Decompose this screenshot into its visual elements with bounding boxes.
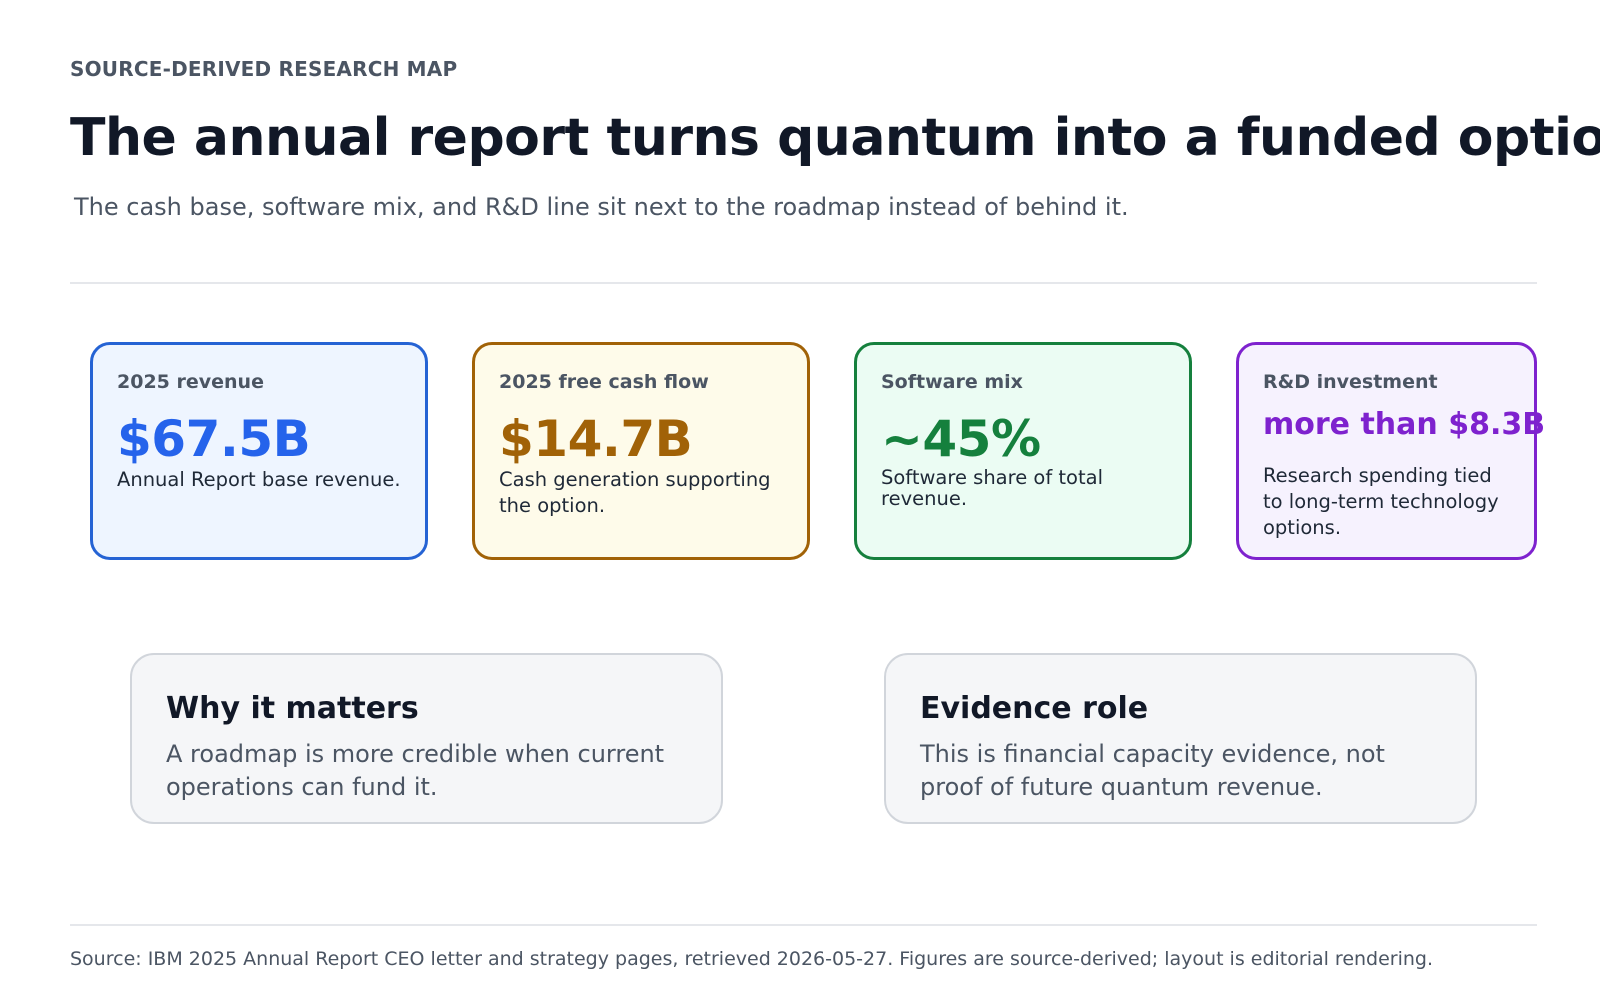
note-body: A roadmap is more credible when current … <box>166 740 665 801</box>
metric-description: Research spending tied to long-term tech… <box>1263 464 1499 539</box>
metric-label: 2025 free cash flow <box>499 371 709 393</box>
metric-card-software-mix: Software mix ~45% Software share of tota… <box>854 342 1192 560</box>
eyebrow-label: SOURCE-DERIVED RESEARCH MAP <box>70 57 458 81</box>
metric-value: more than $8.3B <box>1263 407 1546 442</box>
note-title: Evidence role <box>920 691 1149 726</box>
page-subtitle: The cash base, software mix, and R&D lin… <box>74 193 1129 221</box>
metric-value: ~45% <box>881 410 1041 468</box>
page-title: The annual report turns quantum into a f… <box>70 108 1600 168</box>
note-card-why-it-matters: Why it matters A roadmap is more credibl… <box>130 653 723 824</box>
top-divider <box>70 282 1537 284</box>
metric-label: Software mix <box>881 371 1023 393</box>
metric-label: 2025 revenue <box>117 371 264 393</box>
note-card-evidence-role: Evidence role This is financial capacity… <box>884 653 1477 824</box>
metric-description: Cash generation supporting the option. <box>499 468 771 517</box>
metric-card-rnd-investment: R&D investment more than $8.3B Research … <box>1236 342 1546 560</box>
metric-description: Software share of total revenue. <box>881 466 1103 510</box>
metric-card-revenue: 2025 revenue $67.5B Annual Report base r… <box>90 342 428 560</box>
metric-description: Annual Report base revenue. <box>117 468 401 491</box>
metric-card-free-cash-flow: 2025 free cash flow $14.7B Cash generati… <box>472 342 810 560</box>
metric-value: $14.7B <box>499 410 693 468</box>
metric-label: R&D investment <box>1263 371 1438 393</box>
source-note: Source: IBM 2025 Annual Report CEO lette… <box>70 948 1434 970</box>
metric-value: $67.5B <box>117 410 311 468</box>
note-title: Why it matters <box>166 691 419 726</box>
bottom-divider <box>70 924 1537 926</box>
note-body: This is financial capacity evidence, not… <box>920 740 1385 801</box>
